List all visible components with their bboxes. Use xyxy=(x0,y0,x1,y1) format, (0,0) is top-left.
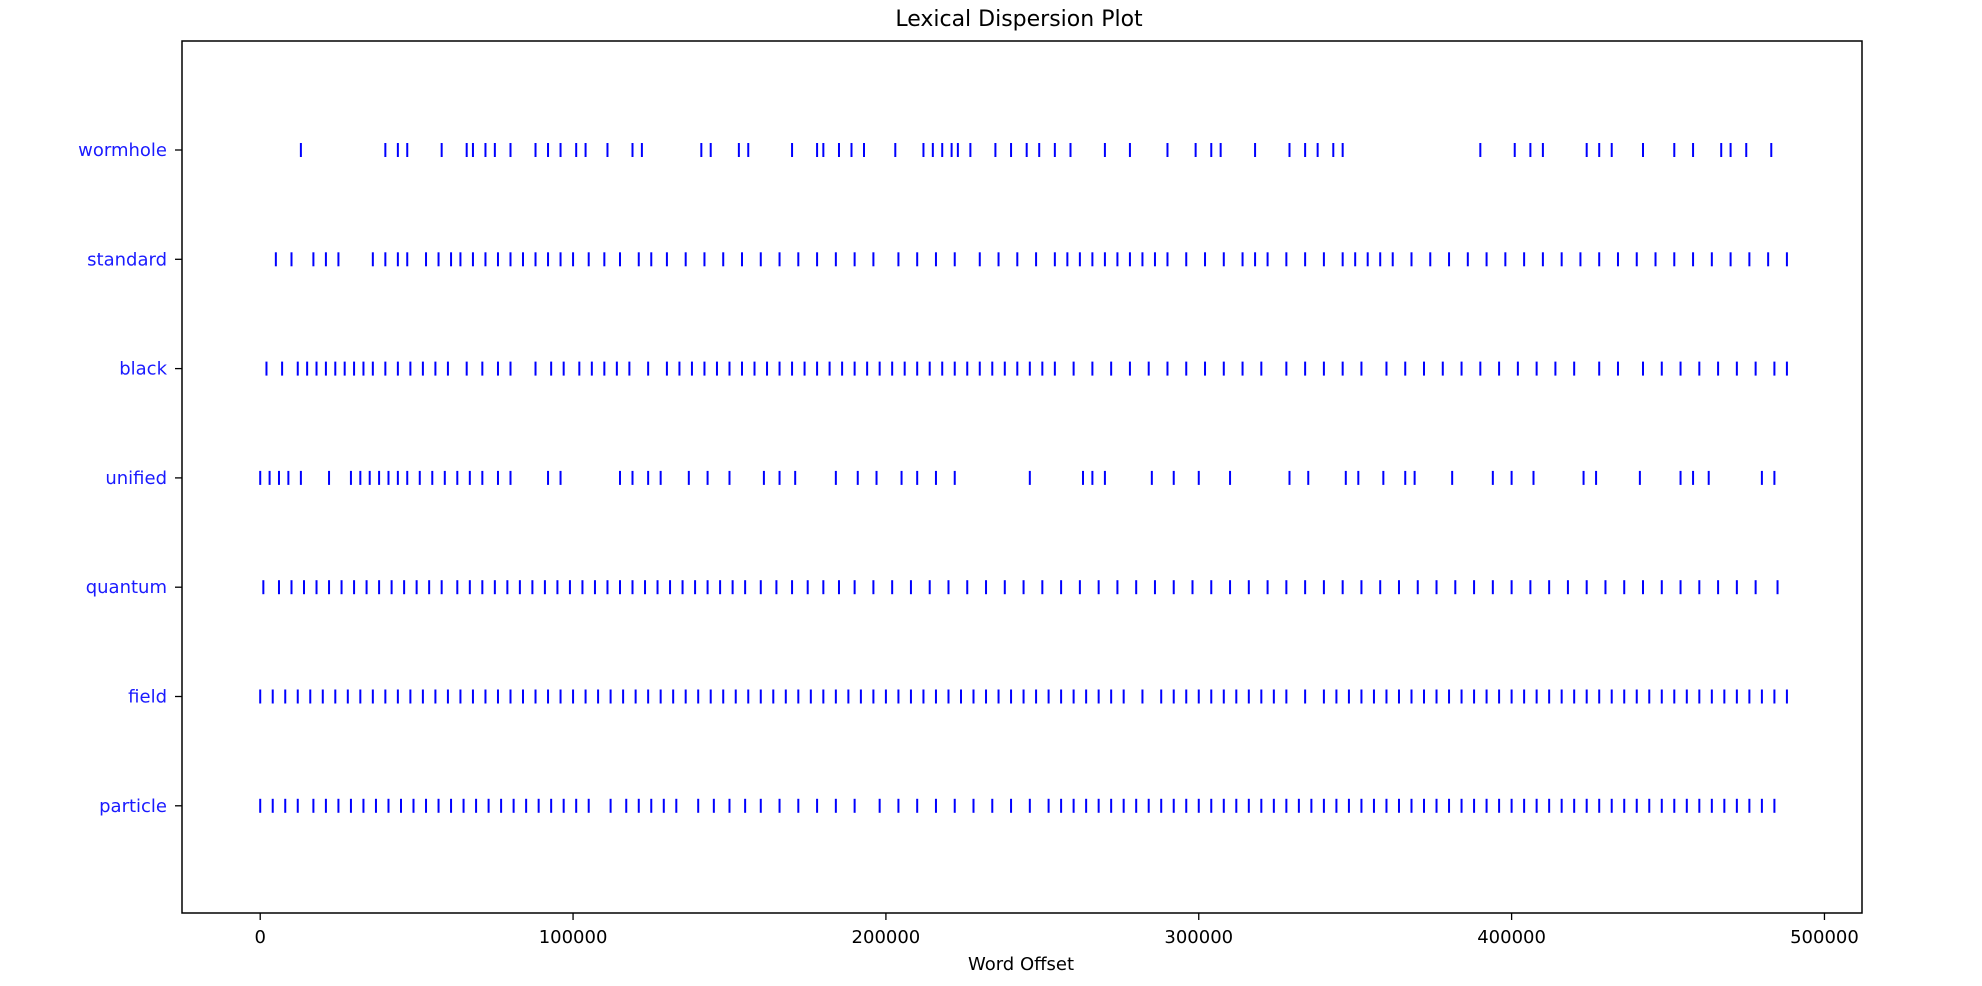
series-particle xyxy=(259,798,1776,813)
series-standard xyxy=(274,252,1788,267)
x-tick-label: 100000 xyxy=(539,927,608,948)
x-tick-label: 0 xyxy=(254,927,265,948)
plot-area xyxy=(259,143,1788,813)
x-tick-label: 300000 xyxy=(1164,927,1233,948)
y-tick-label-unified: unified xyxy=(105,468,167,489)
series-black xyxy=(265,361,1788,376)
y-tick-label-standard: standard xyxy=(87,249,167,270)
x-axis: 0 100000 200000 300000 400000 500000 xyxy=(254,913,1859,948)
x-tick-label: 400000 xyxy=(1477,927,1546,948)
chart-title: Lexical Dispersion Plot xyxy=(895,7,1143,32)
series-wormhole xyxy=(299,143,1773,157)
series-field xyxy=(259,689,1788,704)
y-tick-label-field: field xyxy=(128,687,167,708)
axes-frame xyxy=(181,40,1863,914)
series-unified xyxy=(259,470,1776,485)
x-tick-label: 200000 xyxy=(852,927,921,948)
y-tick-label-wormhole: wormhole xyxy=(78,140,167,161)
x-tick-label: 500000 xyxy=(1790,927,1859,948)
x-axis-title: Word Offset xyxy=(968,954,1074,975)
y-tick-label-quantum: quantum xyxy=(86,577,167,598)
y-axis: wormhole standard black unified quantum field… xyxy=(78,140,182,817)
y-tick-label-particle: particle xyxy=(99,796,167,817)
y-tick-label-black: black xyxy=(119,359,167,380)
series-quantum xyxy=(262,580,1779,595)
